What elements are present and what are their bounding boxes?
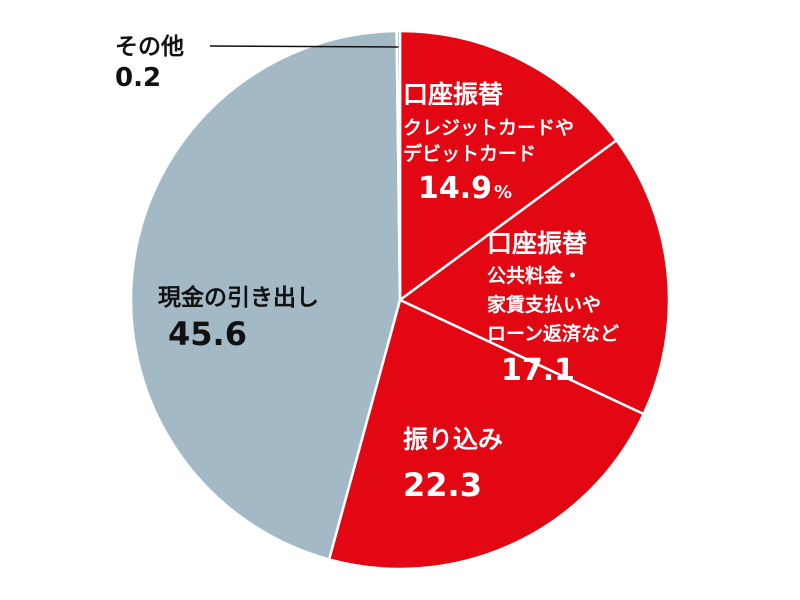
pie-slice-4	[395, 29, 402, 302]
slice-4-name-label: その他	[115, 34, 184, 60]
other-leader-line	[209, 45, 399, 48]
slice-3-value-label: 45.6	[168, 315, 247, 353]
pie-slices	[129, 29, 671, 571]
slice-0-name-label: 口座振替	[403, 80, 503, 109]
slice-2-name-label: 振り込み	[403, 425, 503, 454]
slice-2-value-label: 22.3	[403, 466, 482, 504]
pie-slice-1	[398, 139, 671, 416]
slice-1-name-label: 口座振替	[487, 229, 587, 258]
slice-1-detail-label: ローン返済など	[487, 322, 619, 345]
slice-1-detail-label: 公共料金・	[487, 264, 582, 287]
slice-0-value-label: 14.9%	[418, 171, 512, 206]
pie-slice-2	[327, 298, 645, 571]
slice-1-value-label: 17.1	[501, 353, 575, 388]
slice-4-value-label: 0.2	[115, 63, 161, 93]
slice-0-detail-label: クレジットカードや	[403, 117, 574, 139]
pie-slice-0	[398, 29, 618, 302]
slice-0-detail-label: デビットカード	[403, 142, 536, 165]
slice-3-name-label: 現金の引き出し	[158, 284, 319, 311]
slice-1-detail-label: 家賃支払いや	[487, 293, 601, 316]
pie-slice-3	[129, 29, 402, 561]
